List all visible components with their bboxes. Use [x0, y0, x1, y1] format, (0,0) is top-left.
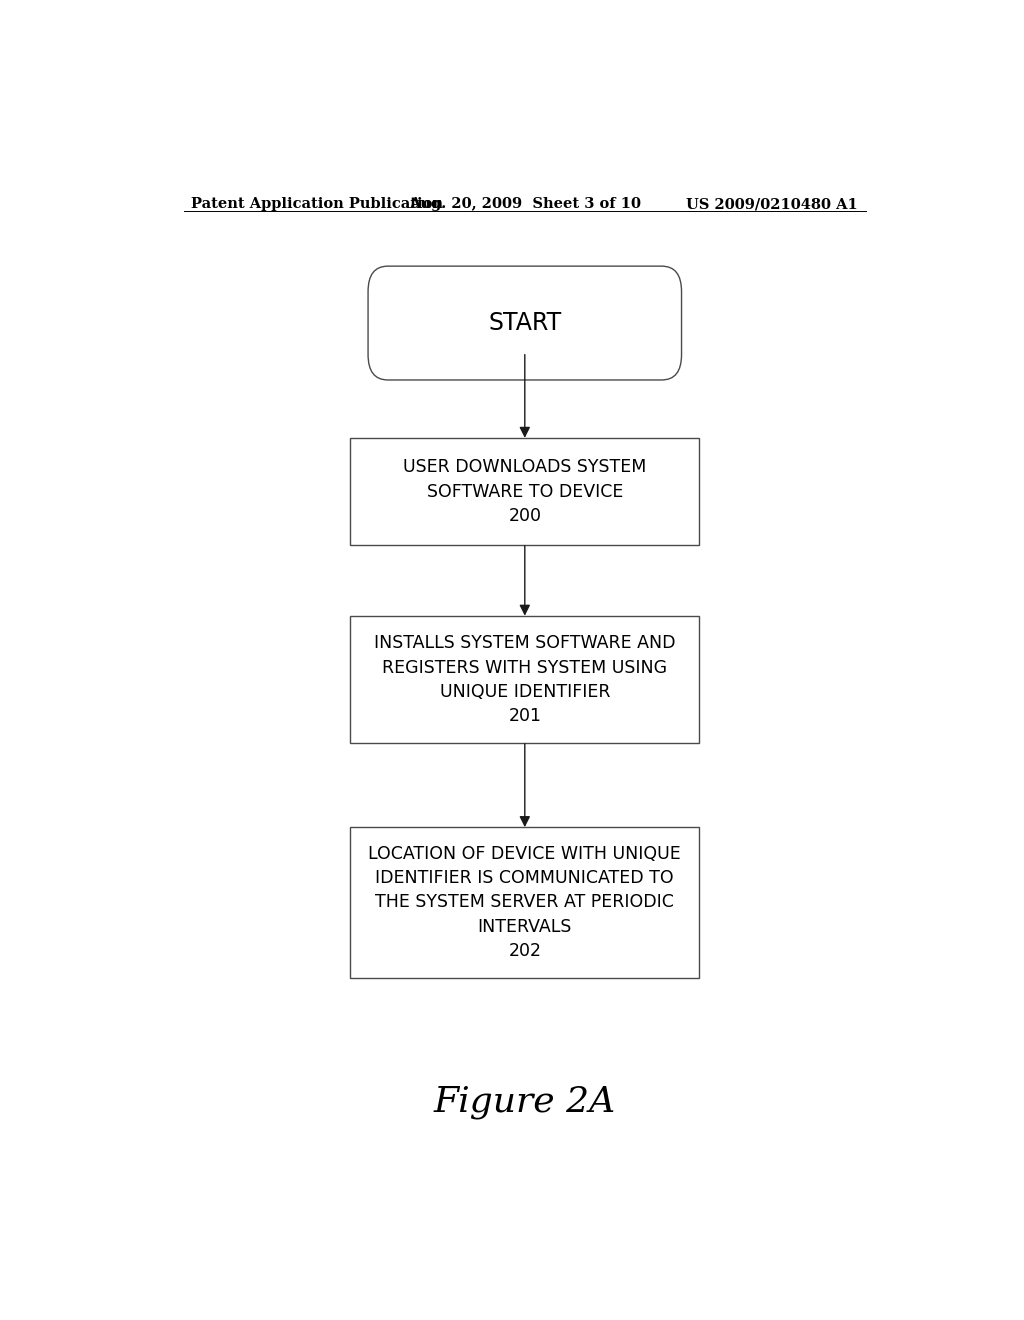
- Text: US 2009/0210480 A1: US 2009/0210480 A1: [686, 197, 858, 211]
- Bar: [350, 828, 699, 978]
- Text: Aug. 20, 2009  Sheet 3 of 10: Aug. 20, 2009 Sheet 3 of 10: [409, 197, 641, 211]
- Text: Patent Application Publication: Patent Application Publication: [191, 197, 443, 211]
- Bar: [350, 616, 699, 743]
- Text: INSTALLS SYSTEM SOFTWARE AND
REGISTERS WITH SYSTEM USING
UNIQUE IDENTIFIER
201: INSTALLS SYSTEM SOFTWARE AND REGISTERS W…: [374, 635, 676, 725]
- Text: START: START: [488, 312, 561, 335]
- Text: USER DOWNLOADS SYSTEM
SOFTWARE TO DEVICE
200: USER DOWNLOADS SYSTEM SOFTWARE TO DEVICE…: [403, 458, 646, 525]
- Text: Figure 2A: Figure 2A: [434, 1085, 615, 1119]
- FancyBboxPatch shape: [368, 267, 682, 380]
- Bar: [350, 438, 699, 545]
- Text: LOCATION OF DEVICE WITH UNIQUE
IDENTIFIER IS COMMUNICATED TO
THE SYSTEM SERVER A: LOCATION OF DEVICE WITH UNIQUE IDENTIFIE…: [369, 845, 681, 960]
